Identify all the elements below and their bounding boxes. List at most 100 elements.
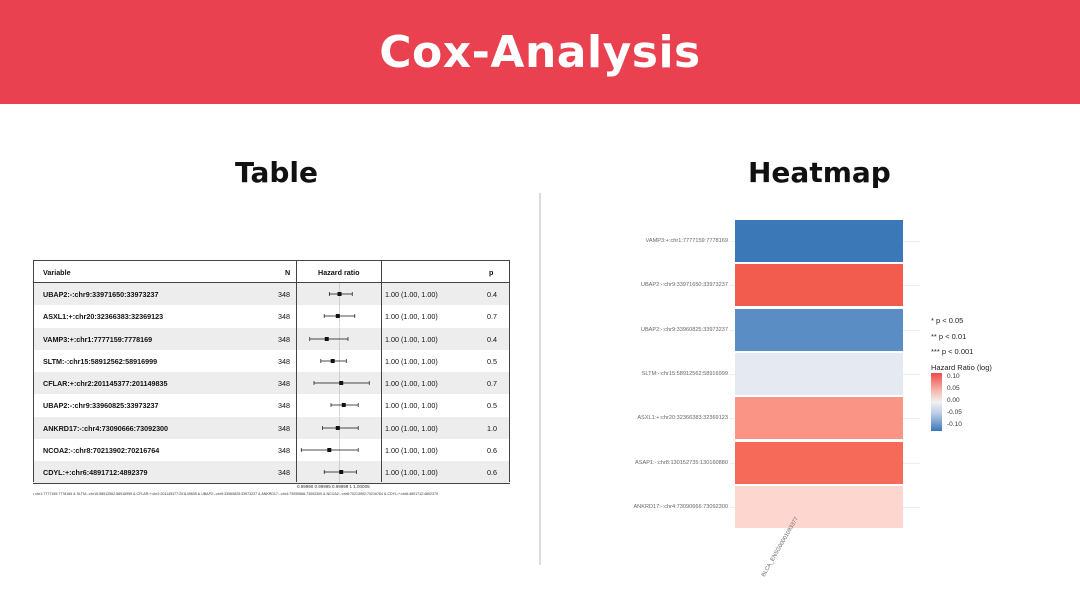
header-hazard-ratio: Hazard ratio xyxy=(318,268,360,277)
heatmap-row-label: ASAP1:-:chr8:130152735:130160880 xyxy=(635,459,728,466)
table-row: NCOA2:-:chr8:70213902:70216764 348 1.00 (1… xyxy=(33,439,510,462)
row-hazard-ratio: 1.00 (1.00, 1.00) xyxy=(385,356,438,366)
point-estimate xyxy=(335,314,340,319)
row-variable: ANKRD17:-:chr4:73090666:73092300 xyxy=(43,423,169,433)
row-p: 0.5 xyxy=(487,356,497,366)
row-n: 348 xyxy=(278,379,290,389)
page-title: Cox-Analysis xyxy=(379,26,701,78)
table-row: CFLAR:+:chr2:201145377:201149835 348 1.00 … xyxy=(33,372,510,395)
legend-tick: 0.05 xyxy=(947,385,960,392)
legend-tick: 0.10 xyxy=(947,373,960,380)
heatmap-row-label: ANKRD17:-:chr4:73090666:73092300 xyxy=(633,503,728,510)
forest-plot-mark xyxy=(323,461,357,484)
row-n: 348 xyxy=(278,312,290,322)
point-estimate xyxy=(335,425,340,430)
row-n: 348 xyxy=(278,468,290,478)
forest-plot-mark xyxy=(323,305,356,328)
table-row: VAMP3:+:chr1:7777159:7778169 348 1.00 (1.0… xyxy=(33,327,510,350)
row-hazard-ratio: 1.00 (1.00, 1.00) xyxy=(385,401,438,411)
point-estimate xyxy=(337,292,342,296)
heatmap-cell xyxy=(735,352,903,395)
column-divider xyxy=(33,260,34,482)
forest-plot-mark xyxy=(313,372,370,395)
forest-plot-mark xyxy=(320,349,347,372)
legend-title: Hazard Ratio (log) xyxy=(931,363,992,372)
column-divider xyxy=(296,260,297,482)
section-divider xyxy=(539,193,541,565)
row-hazard-ratio: 1.00 (1.00, 1.00) xyxy=(385,423,438,433)
legend-tick: 0.00 xyxy=(947,397,960,404)
cox-table: Variable N Hazard ratio p UBAP2:-:chr9:3… xyxy=(33,260,510,489)
row-n: 348 xyxy=(278,334,290,344)
heatmap-row-label: UBAP2:-:chr9:33971650:33973237 xyxy=(640,282,728,289)
row-p: 0.6 xyxy=(487,468,497,478)
row-variable: ASXL1:+:chr20:32366383:32369123 xyxy=(43,312,164,322)
table-body: UBAP2:-:chr9:33971650:33973237 348 1.00 (1… xyxy=(33,283,510,484)
forest-plot-mark xyxy=(309,327,349,350)
legend-sig-3: *** p < 0.001 xyxy=(931,347,974,356)
row-p: 0.4 xyxy=(487,334,497,344)
row-variable: CDYL:+:chr6:4891712:4892379 xyxy=(43,468,148,478)
heatmap-row-label: SLTM:-:chr15:58912562:58916999 xyxy=(641,370,728,377)
row-variable: VAMP3:+:chr1:7777159:7778169 xyxy=(43,334,153,344)
heatmap-cell xyxy=(735,441,903,484)
row-p: 0.7 xyxy=(487,312,497,322)
point-estimate xyxy=(327,448,332,453)
point-estimate xyxy=(330,358,335,363)
heatmap-row-label: VAMP3:+:chr1:7777159:7778169 xyxy=(645,238,728,244)
header-variable: Variable xyxy=(43,268,71,277)
row-variable: NCOA2:-:chr8:70213902:70216764 xyxy=(43,446,160,456)
heatmap-cell xyxy=(735,264,903,307)
row-hazard-ratio: 1.00 (1.00, 1.00) xyxy=(385,312,438,322)
legend-colorbar xyxy=(931,373,942,431)
table-row: SLTM:-:chr15:58912562:58916999 348 1.00 (1… xyxy=(33,349,510,372)
table-row: CDYL:+:chr6:4891712:4892379 348 1.00 (1.00… xyxy=(33,461,510,484)
legend-tick: -0.05 xyxy=(947,409,962,416)
row-hazard-ratio: 1.00 (1.00, 1.00) xyxy=(385,290,438,299)
table-row: ANKRD17:-:chr4:73090666:73092300 348 1.00 … xyxy=(33,416,510,440)
row-n: 348 xyxy=(278,401,290,411)
table-section-title: Table xyxy=(235,156,319,189)
table-row: UBAP2:-:chr9:33971650:33973237 348 1.00 (1… xyxy=(33,283,510,306)
header-p: p xyxy=(489,268,494,277)
row-hazard-ratio: 1.00 (1.00, 1.00) xyxy=(385,446,438,456)
heatmap-section-title: Heatmap xyxy=(748,156,891,189)
row-hazard-ratio: 1.00 (1.00, 1.00) xyxy=(385,379,438,389)
table-header: Variable N Hazard ratio p xyxy=(33,260,510,283)
row-variable: UBAP2:-:chr9:33971650:33973237 xyxy=(43,290,159,299)
row-p: 1.0 xyxy=(487,423,497,433)
legend-sig-1: * p < 0.05 xyxy=(931,316,964,325)
legend-sig-2: ** p < 0.01 xyxy=(931,332,967,341)
legend-tick: -0.10 xyxy=(947,421,962,428)
heatmap-cell xyxy=(735,397,903,440)
point-estimate xyxy=(339,381,344,386)
row-n: 348 xyxy=(278,446,290,456)
table-row: ASXL1:+:chr20:32366383:32369123 348 1.00 (… xyxy=(33,305,510,328)
table-footnote: • chr1:7777159:7778169 & SLTM:-:chr15:58… xyxy=(33,492,439,496)
forest-plot-mark xyxy=(300,439,359,462)
row-p: 0.5 xyxy=(487,401,497,411)
forest-plot-mark xyxy=(330,394,359,417)
row-hazard-ratio: 1.00 (1.00, 1.00) xyxy=(385,334,438,344)
row-n: 348 xyxy=(278,423,290,433)
heatmap-cell xyxy=(735,220,903,262)
heatmap-row-label: ASXL1:+:chr20:32366383:32369123 xyxy=(637,415,728,422)
row-variable: SLTM:-:chr15:58912562:58916999 xyxy=(43,356,158,366)
heatmap-cell xyxy=(735,308,903,351)
table-row: UBAP2:-:chr9:33960825:33973237 348 1.00 (1… xyxy=(33,394,510,417)
column-divider xyxy=(509,260,510,482)
forest-plot-mark xyxy=(328,283,353,305)
point-estimate xyxy=(339,470,344,475)
title-banner: Cox-Analysis xyxy=(0,0,1080,104)
row-p: 0.6 xyxy=(487,446,497,456)
forest-plot-mark xyxy=(322,416,359,439)
row-variable: CFLAR:+:chr2:201145377:201149835 xyxy=(43,379,168,389)
point-estimate xyxy=(341,403,346,408)
column-divider xyxy=(381,260,382,482)
forest-axis-ticks: 0.99990 0.99995 0.99999 1 1.00005 xyxy=(297,484,370,489)
heatmap-row-label: UBAP2:-:chr9:33960825:33973237 xyxy=(640,326,728,333)
row-hazard-ratio: 1.00 (1.00, 1.00) xyxy=(385,468,438,478)
point-estimate xyxy=(324,336,329,341)
row-p: 0.4 xyxy=(487,290,497,299)
header-n: N xyxy=(285,268,291,277)
